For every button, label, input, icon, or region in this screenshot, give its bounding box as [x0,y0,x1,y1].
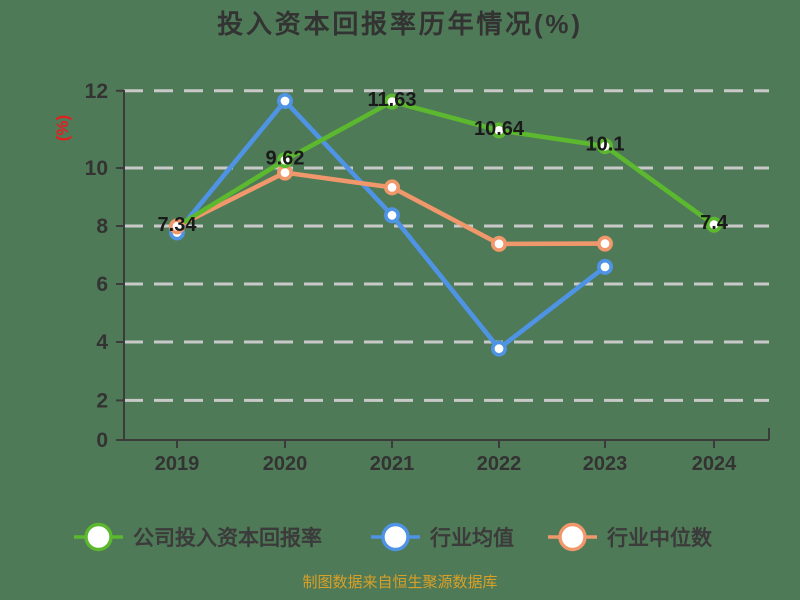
svg-text:2: 2 [96,389,108,412]
svg-text:制图数据来自恒生聚源数据库: 制图数据来自恒生聚源数据库 [302,574,497,591]
svg-text:行业中位数: 行业中位数 [606,526,713,550]
svg-text:投入资本回报率历年情况(%): 投入资本回报率历年情况(%) [217,9,583,39]
svg-text:(%): (%) [53,115,72,141]
svg-text:7.4: 7.4 [700,212,729,234]
svg-text:10.64: 10.64 [474,118,525,140]
svg-text:行业均值: 行业均值 [429,526,514,550]
svg-text:12: 12 [85,80,108,103]
svg-text:2019: 2019 [155,453,200,475]
svg-text:2022: 2022 [477,453,522,475]
svg-text:7.34: 7.34 [158,214,198,236]
svg-text:2021: 2021 [370,453,415,475]
svg-text:11.63: 11.63 [368,89,417,111]
svg-text:4: 4 [96,331,108,354]
svg-text:2020: 2020 [263,453,308,475]
svg-text:8: 8 [96,215,108,238]
svg-text:10: 10 [85,157,108,180]
svg-text:0: 0 [96,429,108,452]
svg-text:9.62: 9.62 [266,148,305,170]
svg-text:公司投入资本回报率: 公司投入资本回报率 [133,526,322,550]
svg-text:2024: 2024 [692,453,737,475]
svg-text:2023: 2023 [583,453,628,475]
svg-text:10.1: 10.1 [586,134,625,156]
svg-text:6: 6 [96,273,108,296]
